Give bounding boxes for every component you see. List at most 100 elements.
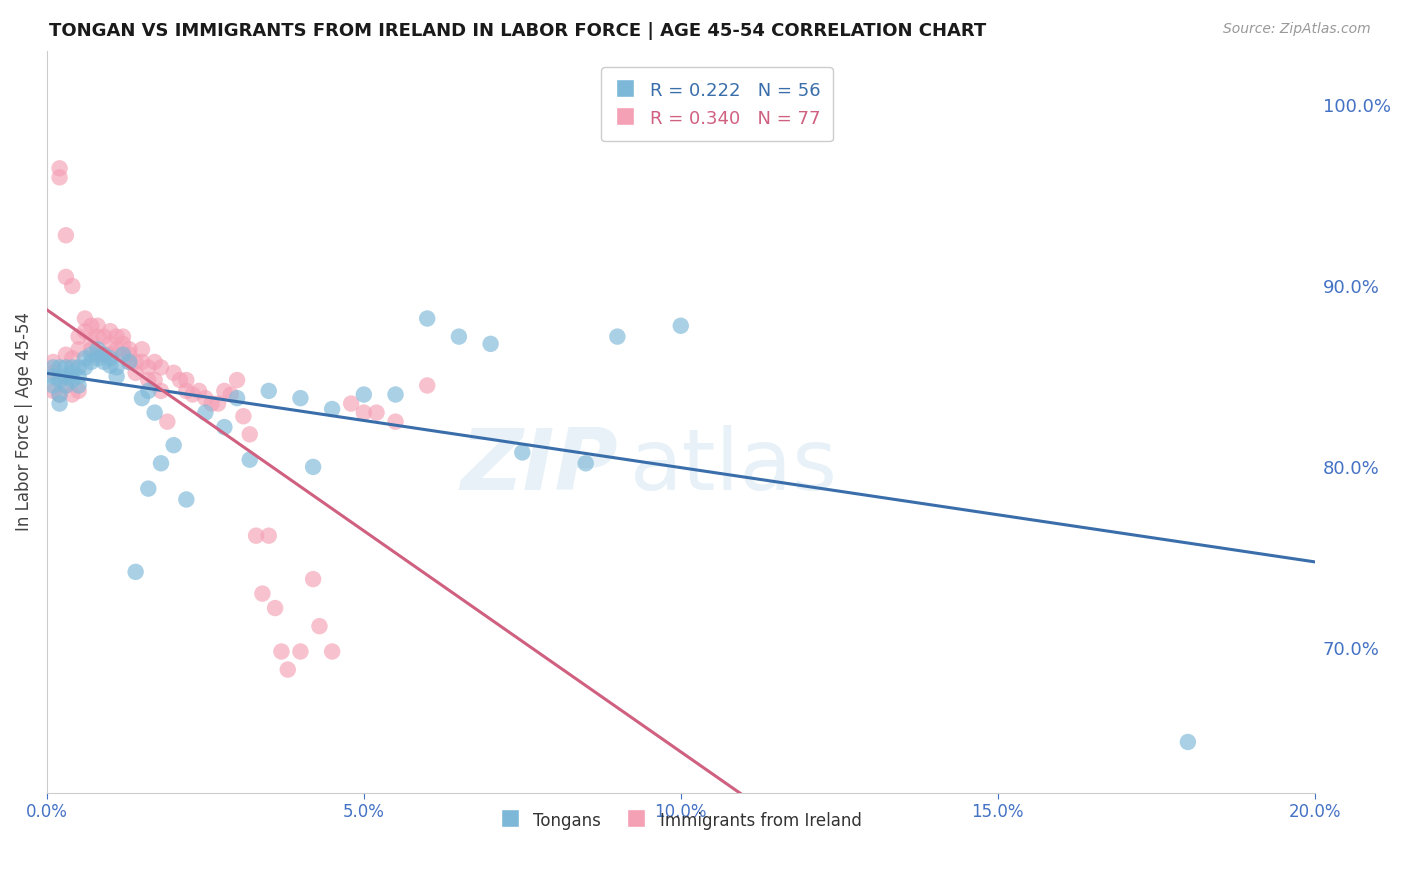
- Point: [42, 366, 65, 380]
- Point: [48, 373, 70, 387]
- Point: [105, 360, 128, 375]
- Point: [48, 396, 70, 410]
- Point: [606, 329, 628, 343]
- Point: [80, 348, 103, 362]
- Point: [111, 336, 134, 351]
- Point: [384, 387, 406, 401]
- Point: [98, 348, 121, 362]
- Point: [55, 369, 77, 384]
- Point: [669, 318, 692, 333]
- Point: [150, 360, 173, 375]
- Point: [48, 387, 70, 401]
- Point: [60, 351, 83, 366]
- Point: [124, 366, 146, 380]
- Point: [290, 391, 312, 405]
- Point: [67, 369, 90, 384]
- Point: [98, 359, 121, 373]
- Point: [60, 279, 83, 293]
- Point: [55, 228, 77, 243]
- Point: [219, 387, 242, 401]
- Point: [98, 351, 121, 366]
- Point: [163, 366, 186, 380]
- Point: [86, 343, 108, 357]
- Point: [321, 402, 343, 417]
- Point: [277, 663, 299, 677]
- Y-axis label: In Labor Force | Age 45-54: In Labor Force | Age 45-54: [15, 312, 32, 531]
- Point: [136, 373, 159, 387]
- Point: [111, 348, 134, 362]
- Point: [67, 384, 90, 398]
- Point: [73, 311, 96, 326]
- Point: [308, 619, 330, 633]
- Point: [201, 396, 224, 410]
- Point: [118, 355, 141, 369]
- Point: [136, 360, 159, 375]
- Point: [181, 387, 204, 401]
- Point: [86, 329, 108, 343]
- Point: [510, 445, 533, 459]
- Point: [176, 384, 198, 398]
- Text: ZIP: ZIP: [460, 425, 617, 508]
- Point: [93, 355, 115, 369]
- Point: [93, 348, 115, 362]
- Point: [136, 384, 159, 398]
- Point: [136, 482, 159, 496]
- Point: [60, 373, 83, 387]
- Point: [73, 324, 96, 338]
- Point: [353, 387, 375, 401]
- Point: [80, 355, 103, 369]
- Point: [55, 348, 77, 362]
- Point: [214, 420, 236, 434]
- Point: [207, 396, 229, 410]
- Point: [143, 406, 166, 420]
- Point: [118, 343, 141, 357]
- Point: [257, 529, 280, 543]
- Point: [245, 529, 267, 543]
- Point: [150, 456, 173, 470]
- Point: [340, 396, 363, 410]
- Point: [48, 360, 70, 375]
- Legend: Tongans, Immigrants from Ireland: Tongans, Immigrants from Ireland: [494, 804, 868, 837]
- Point: [416, 378, 439, 392]
- Point: [264, 601, 287, 615]
- Point: [131, 391, 153, 405]
- Point: [214, 384, 236, 398]
- Point: [353, 406, 375, 420]
- Point: [270, 644, 292, 658]
- Point: [226, 373, 249, 387]
- Point: [48, 161, 70, 176]
- Point: [105, 343, 128, 357]
- Point: [150, 384, 173, 398]
- Point: [48, 387, 70, 401]
- Point: [80, 318, 103, 333]
- Point: [55, 360, 77, 375]
- Point: [384, 415, 406, 429]
- Point: [80, 333, 103, 347]
- Point: [73, 360, 96, 375]
- Point: [93, 348, 115, 362]
- Point: [188, 384, 211, 398]
- Point: [479, 336, 502, 351]
- Point: [118, 355, 141, 369]
- Point: [86, 318, 108, 333]
- Point: [302, 459, 325, 474]
- Point: [42, 384, 65, 398]
- Point: [42, 369, 65, 384]
- Point: [124, 355, 146, 369]
- Point: [416, 311, 439, 326]
- Point: [67, 378, 90, 392]
- Point: [290, 644, 312, 658]
- Point: [163, 438, 186, 452]
- Point: [1177, 735, 1199, 749]
- Point: [176, 373, 198, 387]
- Point: [55, 378, 77, 392]
- Point: [60, 360, 83, 375]
- Point: [55, 378, 77, 392]
- Point: [80, 343, 103, 357]
- Point: [42, 360, 65, 375]
- Point: [124, 565, 146, 579]
- Point: [118, 348, 141, 362]
- Point: [67, 329, 90, 343]
- Point: [86, 348, 108, 362]
- Point: [98, 324, 121, 338]
